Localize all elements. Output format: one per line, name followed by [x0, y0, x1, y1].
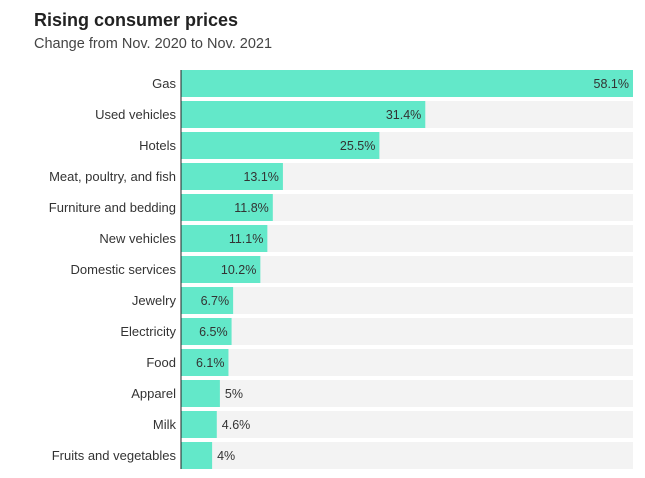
value-label: 4% — [217, 449, 235, 463]
category-label: Hotels — [139, 138, 176, 153]
chart-subtitle: Change from Nov. 2020 to Nov. 2021 — [34, 36, 273, 52]
value-label: 6.7% — [201, 294, 230, 308]
category-label: Milk — [153, 417, 177, 432]
bar — [181, 101, 426, 128]
value-label: 13.1% — [243, 170, 278, 184]
bar — [181, 287, 234, 314]
category-label: Fruits and vegetables — [52, 448, 177, 463]
category-label: Gas — [152, 76, 176, 91]
bar-track — [181, 380, 633, 407]
bar — [181, 70, 633, 97]
bar — [181, 442, 213, 469]
category-label: Apparel — [131, 386, 176, 401]
value-label: 58.1% — [594, 77, 629, 91]
bar — [181, 225, 268, 252]
bar — [181, 256, 261, 283]
category-label: New vehicles — [99, 231, 176, 246]
bar-track — [181, 442, 633, 469]
chart-title: Rising consumer prices — [34, 10, 239, 30]
value-label: 11.1% — [229, 232, 264, 246]
bar-track — [181, 287, 633, 314]
category-label: Electricity — [120, 324, 176, 339]
category-label: Food — [146, 355, 176, 370]
bar — [181, 349, 229, 376]
category-label: Jewelry — [132, 293, 177, 308]
category-label: Domestic services — [71, 262, 177, 277]
value-label: 31.4% — [386, 108, 421, 122]
bar — [181, 318, 232, 345]
bar — [181, 132, 380, 159]
value-label: 4.6% — [222, 418, 251, 432]
bar — [181, 411, 217, 438]
value-label: 6.1% — [196, 356, 225, 370]
bar-track — [181, 349, 633, 376]
bar-track — [181, 411, 633, 438]
value-label: 5% — [225, 387, 243, 401]
bar-track — [181, 318, 633, 345]
category-label: Used vehicles — [95, 107, 176, 122]
category-label: Furniture and bedding — [49, 200, 176, 215]
value-label: 11.8% — [234, 201, 269, 215]
bar — [181, 194, 273, 221]
value-label: 25.5% — [340, 139, 375, 153]
bar — [181, 380, 220, 407]
category-label: Meat, poultry, and fish — [49, 169, 176, 184]
bar — [181, 163, 283, 190]
value-label: 6.5% — [199, 325, 228, 339]
value-label: 10.2% — [221, 263, 256, 277]
